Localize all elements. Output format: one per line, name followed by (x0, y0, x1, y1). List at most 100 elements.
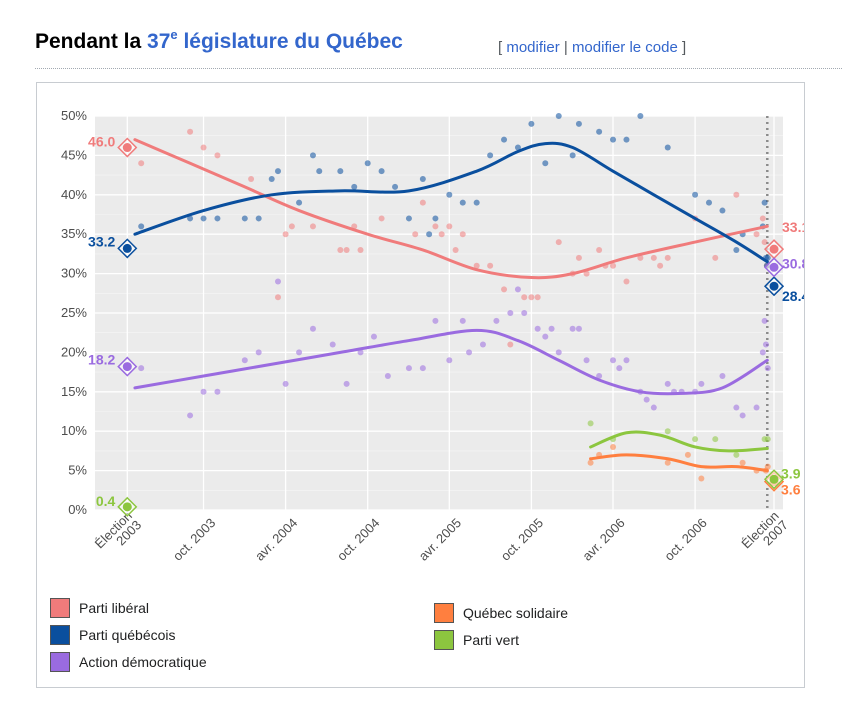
x-tick-label: Élection2003 (92, 508, 145, 561)
poll-point (248, 176, 255, 183)
legend-label: Québec solidaire (463, 605, 569, 621)
poll-point (316, 168, 323, 175)
election-result-label: 28.4 (782, 288, 804, 304)
poll-point (487, 152, 494, 159)
election-result-label: 46.0 (88, 134, 115, 150)
poll-point (664, 254, 671, 261)
poll-point (493, 317, 500, 324)
poll-point (459, 231, 466, 238)
poll-point (501, 136, 508, 143)
poll-point (569, 152, 576, 159)
poll-point (733, 404, 740, 411)
poll-point (692, 436, 699, 443)
title-prefix: Pendant la (35, 30, 148, 53)
poll-point (569, 325, 576, 332)
poll-point (138, 223, 145, 230)
title-number: 37 (147, 30, 171, 53)
x-tick-label: oct. 2003 (170, 515, 218, 563)
poll-point (759, 349, 766, 356)
poll-point (753, 231, 760, 238)
poll-point (412, 231, 419, 238)
poll-point (739, 412, 746, 419)
poll-point (138, 365, 145, 372)
edit-code-link[interactable]: modifier le code (571, 39, 678, 56)
poll-point (705, 199, 712, 206)
legend-label: Parti libéral (79, 600, 150, 616)
poll-point (337, 168, 344, 175)
poll-point (623, 136, 630, 143)
poll-point (405, 365, 412, 372)
poll-point (528, 294, 535, 301)
trend-line (133, 141, 769, 264)
poll-point (405, 215, 412, 222)
poll-point (623, 278, 630, 285)
poll-point (514, 286, 521, 293)
edit-link[interactable]: modifier (506, 39, 560, 56)
election-result-dot (122, 362, 132, 372)
poll-point (419, 199, 426, 206)
poll-point (200, 144, 207, 151)
poll-point (378, 168, 385, 175)
election-result-dot (122, 143, 132, 153)
poll-point (610, 136, 617, 143)
poll-point (288, 223, 295, 230)
election-result-label: 0.4 (96, 493, 116, 509)
y-tick-label: 5% (68, 463, 87, 478)
poll-point (623, 357, 630, 364)
poll-point (479, 341, 486, 348)
poll-point (351, 183, 358, 190)
poll-point (761, 199, 768, 206)
poll-point (187, 215, 194, 222)
legend-label: Parti vert (463, 632, 520, 648)
poll-point (268, 176, 275, 183)
poll-point (733, 451, 740, 458)
poll-point (337, 246, 344, 253)
poll-point (241, 357, 248, 364)
poll-point (466, 349, 473, 356)
x-tick-label: oct. 2005 (498, 515, 546, 563)
poll-point (274, 168, 281, 175)
x-tick-label: avr. 2005 (416, 515, 464, 563)
poll-point (664, 144, 671, 151)
poll-point (432, 215, 439, 222)
section-title: Pendant la 37e législature du Québec (35, 28, 403, 54)
poll-point (587, 420, 594, 427)
poll-point (664, 380, 671, 387)
legend-label: Parti québécois (79, 627, 176, 643)
legend-swatch (50, 652, 70, 672)
y-tick-label: 15% (61, 384, 87, 399)
poll-point (378, 215, 385, 222)
poll-point (761, 317, 768, 324)
x-tick-label: oct. 2006 (661, 515, 709, 563)
trend-line (589, 453, 769, 473)
poll-point (357, 349, 364, 356)
poll-point (364, 160, 371, 167)
x-tick-label: avr. 2006 (579, 515, 627, 563)
poll-point (712, 254, 719, 261)
poll-point (610, 262, 617, 269)
poll-point (296, 349, 303, 356)
poll-point (555, 239, 562, 246)
poll-point (255, 215, 262, 222)
trend-line (133, 328, 769, 396)
edit-bracket-open: [ (498, 39, 507, 56)
poll-point (521, 310, 528, 316)
poll-point (138, 160, 145, 167)
legend-swatch (50, 598, 70, 618)
poll-point (296, 199, 303, 206)
edit-links: [ modifier | modifier le code ] (498, 39, 686, 56)
title-rest: législature du Québec (177, 30, 403, 53)
x-tick-label: oct. 2004 (334, 515, 382, 563)
poll-point (446, 191, 453, 198)
poll-point (343, 246, 350, 253)
poll-point (733, 191, 740, 198)
poll-point (501, 286, 508, 293)
poll-point (446, 223, 453, 230)
election-result-dot (769, 281, 779, 291)
poll-point (282, 380, 289, 387)
poll-point (187, 128, 194, 135)
poll-point (739, 459, 746, 466)
chart-frame: 0% 5% 10% 15% 20% 25% 30% 35% 40% 45% 50% Élection2… (36, 82, 809, 688)
x-tick-label: avr. 2004 (252, 515, 300, 563)
poll-point (473, 262, 480, 269)
